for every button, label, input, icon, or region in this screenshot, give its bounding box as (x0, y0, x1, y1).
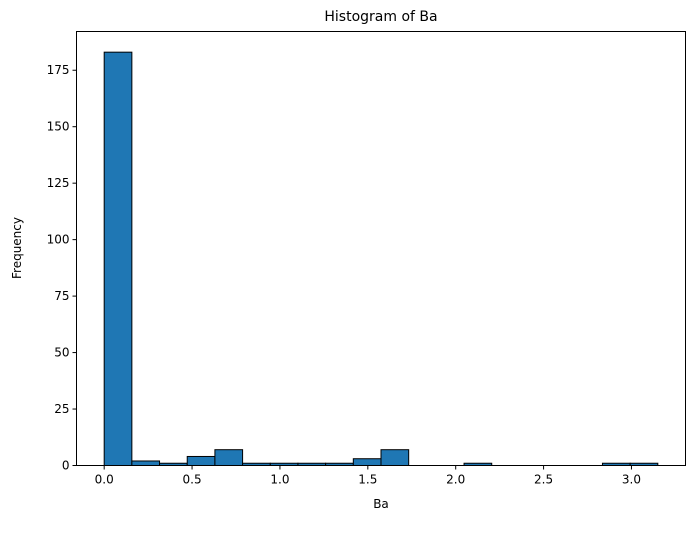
x-tick-label: 3.0 (622, 473, 641, 487)
plot-frame (76, 31, 686, 466)
bars-group (103, 51, 659, 467)
x-axis: 0.0 0.5 1.0 1.5 2.0 2.5 3.0 (95, 465, 641, 487)
x-tick-label: 2.0 (446, 473, 465, 487)
y-axis-label: Frequency (10, 217, 24, 279)
y-tick-label: 150 (47, 120, 70, 134)
histogram-bar (131, 460, 161, 467)
x-tick-label: 2.5 (534, 473, 553, 487)
x-axis-label: Ba (373, 497, 389, 511)
histogram-bar (352, 458, 382, 466)
y-tick-label: 100 (47, 233, 70, 247)
x-tick-label: 1.0 (270, 473, 289, 487)
histogram-bar (214, 449, 244, 466)
y-tick-label: 0 (62, 459, 70, 473)
y-tick-label: 50 (54, 346, 69, 360)
y-tick-label: 125 (47, 176, 70, 190)
histogram-bar (380, 449, 410, 466)
histogram-bar (103, 51, 133, 467)
y-tick-label: 25 (54, 402, 69, 416)
chart-title: Histogram of Ba (324, 9, 437, 25)
x-tick-label: 1.5 (358, 473, 377, 487)
y-tick-label: 175 (47, 63, 70, 77)
x-tick-label: 0.5 (183, 473, 202, 487)
histogram-bar (186, 455, 216, 467)
y-tick-label: 75 (54, 289, 69, 303)
x-tick-label: 0.0 (95, 473, 114, 487)
y-axis: 0 25 50 75 100 125 150 175 (47, 63, 77, 473)
